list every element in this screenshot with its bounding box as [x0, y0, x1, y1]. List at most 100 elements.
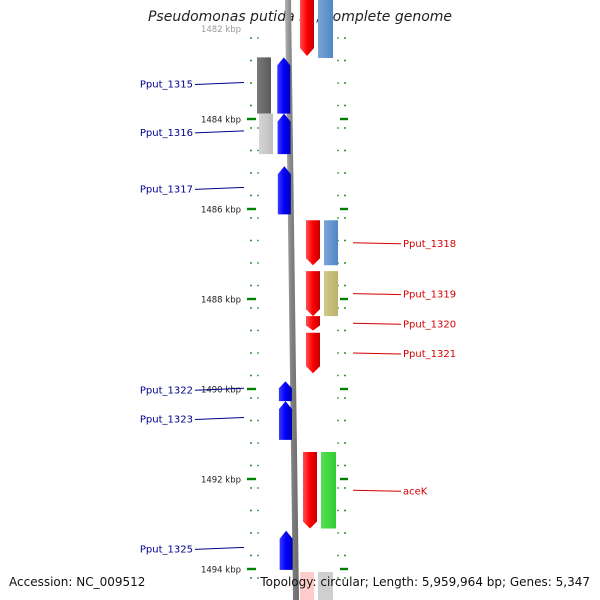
gene-label-line	[194, 130, 245, 134]
minor-tick	[257, 172, 259, 174]
major-tick	[340, 117, 348, 121]
minor-tick	[257, 194, 259, 197]
gene-label-line	[194, 81, 245, 85]
minor-tick	[337, 554, 339, 557]
major-tick	[247, 567, 256, 571]
minor-tick	[257, 374, 259, 377]
minor-tick	[257, 149, 259, 152]
minor-tick	[337, 59, 339, 62]
edge-gene-top	[300, 0, 314, 56]
minor-tick	[344, 284, 346, 287]
cds-box	[257, 57, 271, 114]
minor-tick	[337, 509, 339, 512]
minor-tick	[257, 284, 259, 287]
minor-tick	[257, 464, 259, 467]
major-tick	[247, 387, 256, 391]
minor-tick	[257, 239, 259, 242]
minor-tick	[257, 532, 259, 534]
minor-tick	[344, 509, 346, 512]
gene-label: Pput_1317	[140, 184, 193, 195]
accession-text: Accession: NC_009512	[9, 575, 146, 589]
minor-tick	[257, 397, 259, 399]
minor-tick	[250, 352, 252, 354]
minor-tick	[344, 239, 346, 242]
minor-tick	[337, 397, 339, 399]
topology-text: Topology: circular; Length: 5,959,964 bp…	[260, 575, 590, 589]
reverse-gene-arrow	[306, 220, 320, 266]
minor-tick	[344, 554, 346, 557]
minor-tick	[257, 127, 259, 129]
minor-tick	[337, 577, 339, 579]
major-tick	[340, 567, 348, 571]
minor-tick	[344, 329, 346, 332]
gene-label: Pput_1325	[140, 544, 193, 555]
forward-gene-arrow	[277, 113, 291, 155]
minor-tick	[257, 442, 259, 444]
minor-tick	[337, 217, 339, 219]
minor-tick	[250, 194, 252, 197]
minor-tick	[344, 397, 346, 399]
gene-label-line	[194, 186, 245, 190]
minor-tick	[337, 487, 339, 489]
minor-tick	[337, 532, 339, 534]
gene-label: aceK	[403, 486, 428, 497]
gene-label-line	[352, 352, 402, 355]
gene-label: Pput_1319	[403, 290, 456, 301]
minor-tick	[344, 82, 346, 84]
edge-cds-bottom	[318, 572, 333, 600]
minor-tick	[344, 487, 346, 489]
reverse-gene-arrow	[306, 271, 320, 317]
edge-gene-bottom	[300, 572, 314, 600]
minor-tick	[250, 127, 252, 129]
cds-box	[259, 113, 273, 155]
minor-tick	[344, 194, 346, 197]
minor-tick	[250, 149, 252, 152]
tick-label: 1492 kbp	[201, 476, 241, 486]
minor-tick	[344, 442, 346, 444]
minor-tick	[257, 352, 259, 354]
minor-tick	[250, 487, 252, 489]
minor-tick	[344, 532, 346, 534]
forward-gene-arrow	[279, 530, 293, 570]
major-tick	[340, 297, 348, 301]
gene-label-line	[194, 417, 245, 420]
forward-gene-arrow	[279, 401, 293, 440]
minor-tick	[344, 59, 346, 62]
minor-tick	[250, 464, 252, 467]
gene-label-line	[194, 387, 245, 391]
minor-tick	[250, 37, 252, 39]
minor-tick	[344, 172, 346, 174]
gene-label: Pput_1318	[403, 239, 456, 250]
minor-tick	[337, 82, 339, 84]
gene-label-line	[352, 242, 402, 245]
minor-tick	[337, 442, 339, 444]
minor-tick	[337, 37, 339, 39]
minor-tick	[250, 172, 252, 174]
minor-tick	[250, 329, 252, 332]
forward-gene-arrow	[278, 381, 292, 402]
minor-tick	[337, 419, 339, 422]
minor-tick	[337, 172, 339, 174]
minor-tick	[257, 262, 259, 264]
minor-tick	[250, 397, 252, 399]
reverse-gene-arrow	[303, 452, 317, 529]
forward-gene-arrow	[277, 57, 291, 114]
minor-tick	[337, 104, 339, 107]
minor-tick	[250, 419, 252, 422]
major-tick	[340, 477, 348, 481]
minor-tick	[337, 352, 339, 354]
minor-tick	[257, 419, 259, 422]
reverse-gene-arrow	[306, 316, 320, 331]
tick-label: 1486 kbp	[201, 206, 241, 216]
minor-tick	[257, 329, 259, 332]
minor-tick	[344, 217, 346, 219]
minor-tick	[250, 509, 252, 512]
gene-label: Pput_1320	[403, 319, 456, 330]
minor-tick	[257, 307, 259, 309]
minor-tick	[250, 82, 252, 84]
edge-cds-top	[318, 0, 333, 58]
gene-label-line	[194, 546, 245, 550]
gene-label: Pput_1316	[140, 128, 193, 139]
